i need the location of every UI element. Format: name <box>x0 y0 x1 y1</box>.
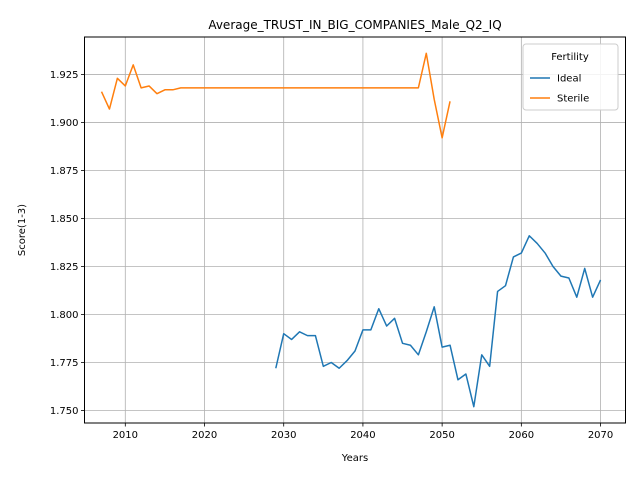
y-tick-label: 1.900 <box>50 118 79 129</box>
x-axis-label: Years <box>341 453 368 464</box>
x-tick-label: 2060 <box>509 430 534 441</box>
legend-box <box>522 43 619 111</box>
axes-frame <box>84 36 626 424</box>
x-tick-label: 2050 <box>429 430 454 441</box>
x-tick-label: 2010 <box>113 430 138 441</box>
legend-items: Ideal Sterile <box>530 74 589 105</box>
y-axis-label: Score(1-3) <box>17 204 28 256</box>
y-tick-label: 1.875 <box>50 166 79 177</box>
y-tick-label: 1.750 <box>50 406 79 417</box>
series-line-ideal <box>275 235 602 408</box>
x-tick-label: 2070 <box>588 430 613 441</box>
y-tick-label: 1.925 <box>50 70 79 81</box>
legend: Fertility Ideal Sterile <box>522 43 619 111</box>
series-lines <box>100 52 602 408</box>
y-tick-label: 1.825 <box>50 262 79 273</box>
legend-label-ideal: Ideal <box>557 74 581 85</box>
y-tick-label: 1.800 <box>50 310 79 321</box>
y-tick-label: 1.775 <box>50 358 79 369</box>
legend-title: Fertility <box>551 52 589 63</box>
y-tick-label: 1.850 <box>50 214 79 225</box>
series-line-sterile <box>100 52 451 139</box>
legend-label-sterile: Sterile <box>557 94 589 105</box>
x-tick-label: 2040 <box>350 430 375 441</box>
chart-title: Average_TRUST_IN_BIG_COMPANIES_Male_Q2_I… <box>208 18 501 32</box>
x-tick-label: 2030 <box>271 430 296 441</box>
x-tick-label: 2020 <box>192 430 217 441</box>
axis-ticks: 2010 2020 2030 2040 2050 2060 2070 1.750 1.775 1.… <box>50 70 613 441</box>
grid <box>84 37 626 423</box>
